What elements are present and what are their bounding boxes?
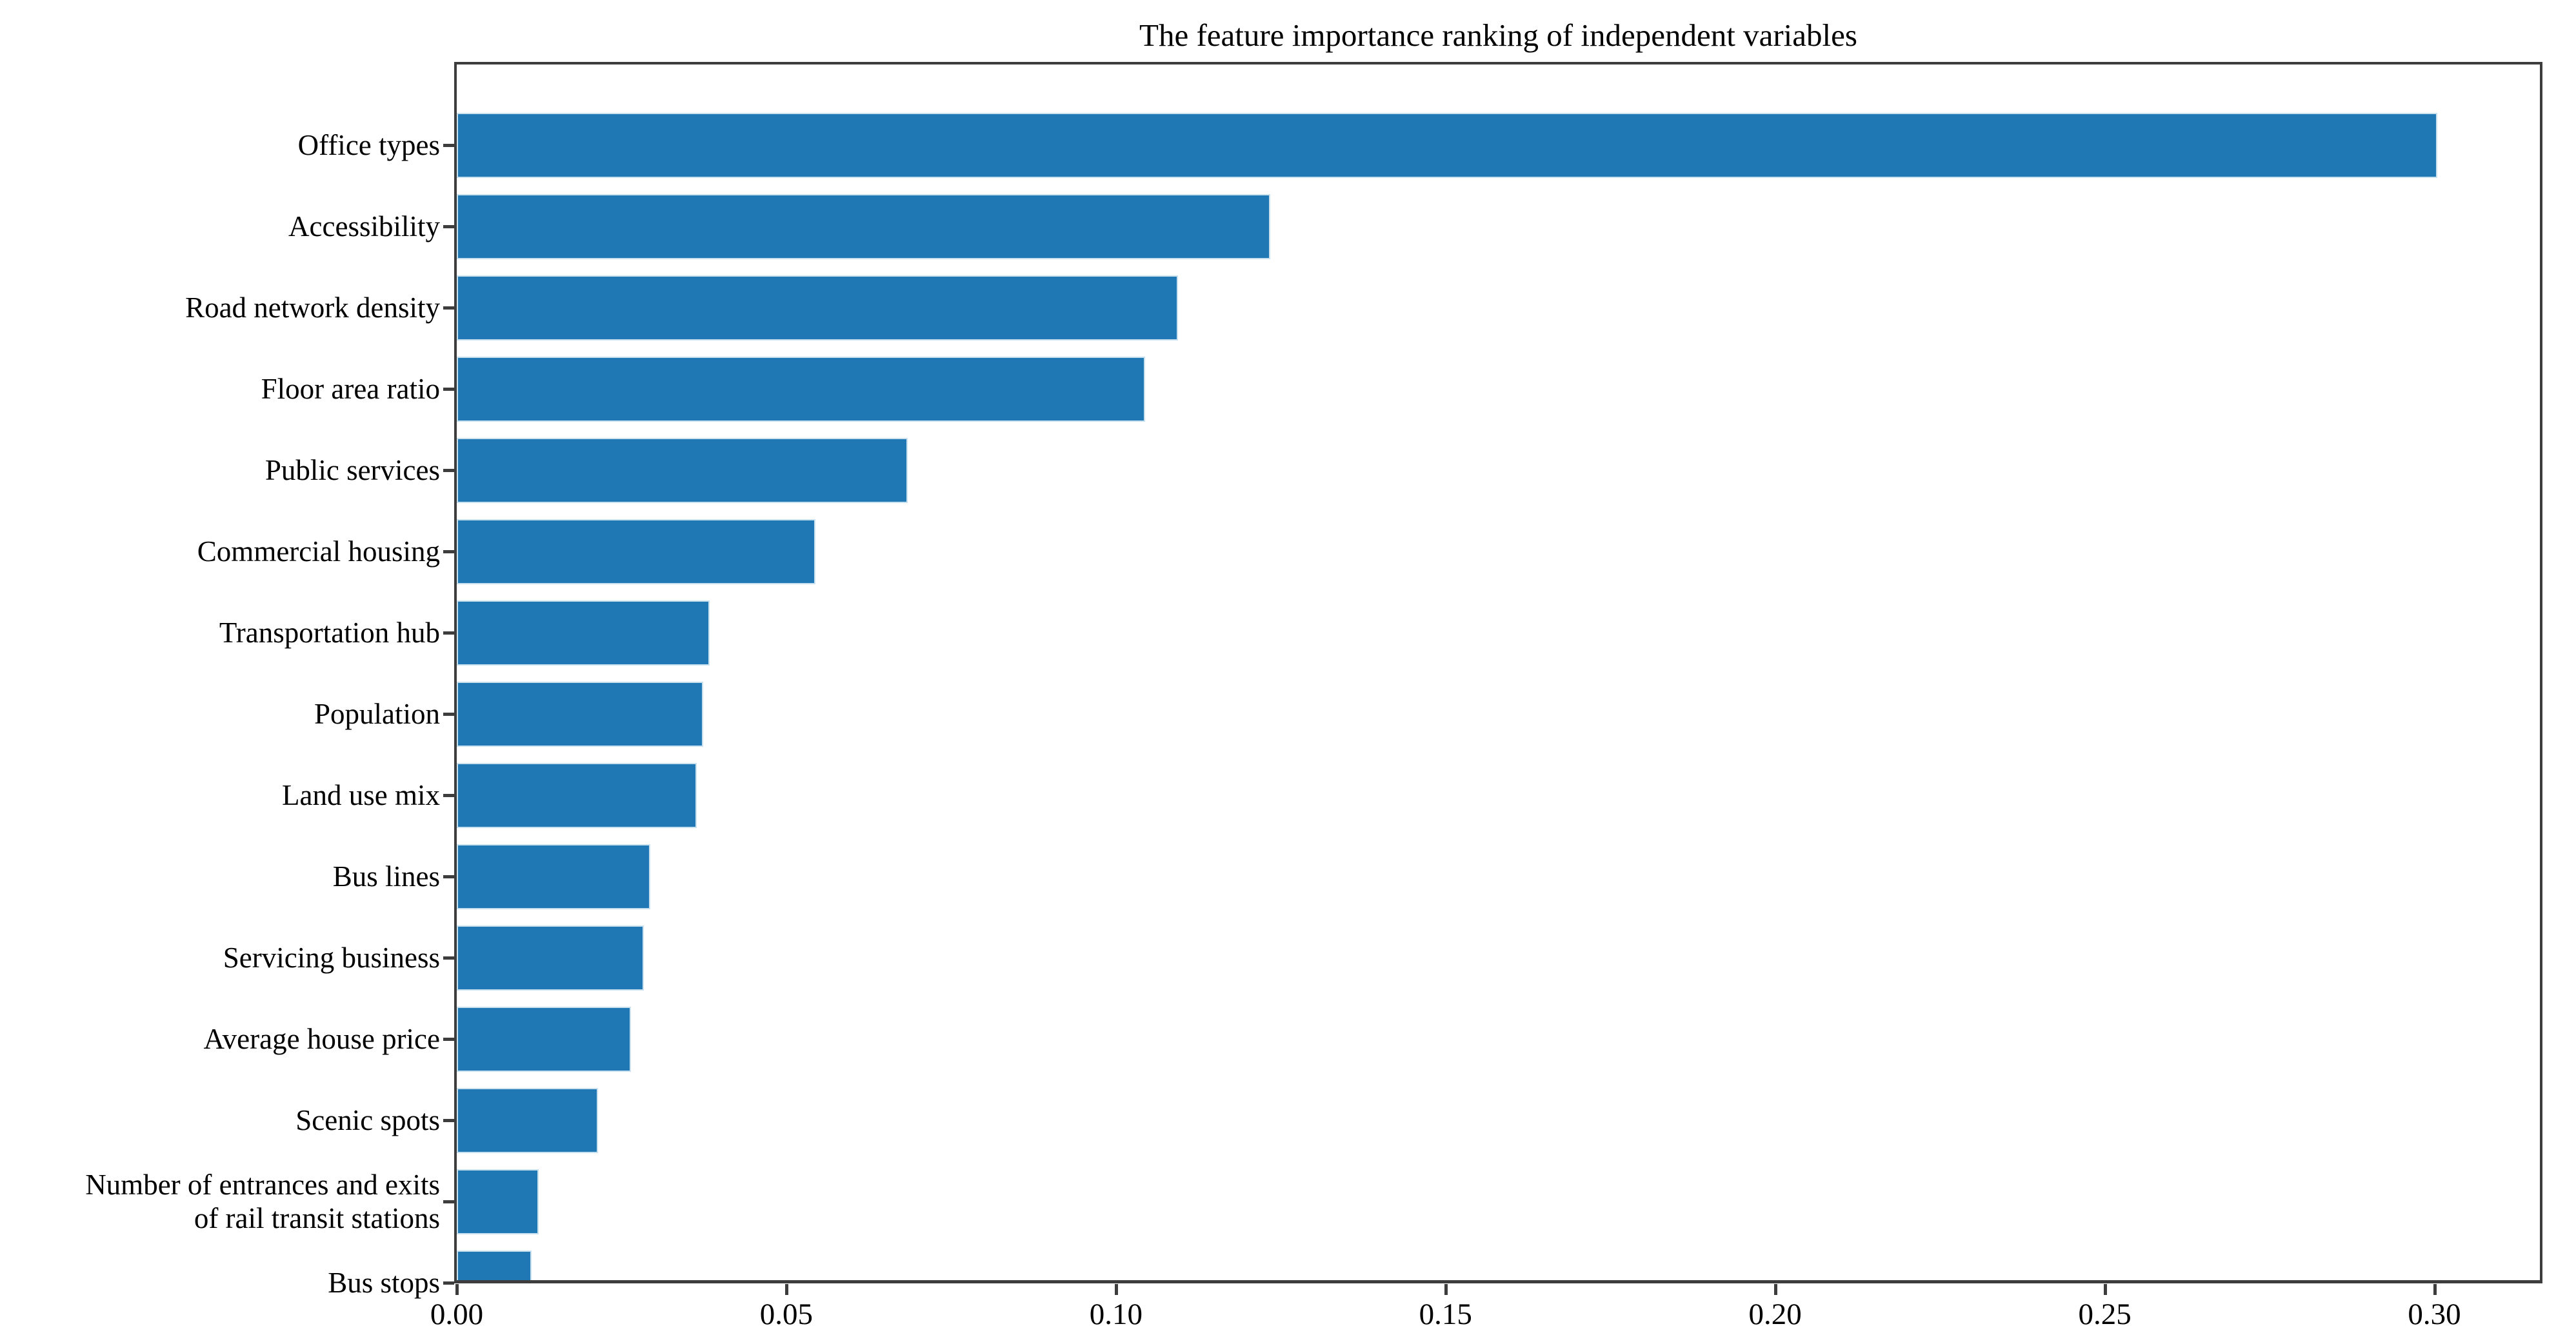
- y-tick-label-number-of-entrances-and-exits-of-rail-tr: Number of entrances and exits of rail tr…: [85, 1168, 440, 1234]
- x-tick-label-0.05: 0.05: [759, 1298, 814, 1331]
- y-tick-label-accessibility: Accessibility: [288, 210, 440, 242]
- chart-title: The feature importance ranking of indepe…: [1139, 17, 1857, 53]
- y-tick-label-office-types: Office types: [297, 128, 440, 161]
- bar-floor-area-ratio: [458, 357, 1144, 420]
- x-tick-mark-0.10: [1114, 1284, 1118, 1295]
- y-tick-label-bus-lines: Bus lines: [332, 860, 440, 893]
- y-tick-label-average-house-price: Average house price: [203, 1022, 440, 1055]
- x-tick-mark-0.00: [455, 1284, 459, 1295]
- y-tick-mark-public-services: [443, 469, 454, 472]
- y-tick-mark-accessibility: [443, 225, 454, 228]
- y-tick-label-servicing-business: Servicing business: [223, 941, 440, 974]
- x-tick-mark-0.15: [1444, 1284, 1448, 1295]
- bar-servicing-business: [458, 926, 643, 989]
- bar-land-use-mix: [458, 764, 695, 827]
- bar-commercial-housing: [458, 520, 814, 583]
- y-tick-mark-road-network-density: [443, 306, 454, 310]
- y-tick-label-transportation-hub: Transportation hub: [219, 616, 440, 649]
- bar-bus-lines: [458, 845, 649, 908]
- bar-bus-stops: [458, 1251, 530, 1280]
- y-tick-label-commercial-housing: Commercial housing: [197, 535, 440, 568]
- x-tick-mark-0.05: [784, 1284, 788, 1295]
- y-tick-mark-servicing-business: [443, 956, 454, 960]
- y-tick-label-floor-area-ratio: Floor area ratio: [261, 372, 440, 405]
- y-tick-label-land-use-mix: Land use mix: [282, 778, 440, 811]
- plot-area: [454, 62, 2542, 1283]
- y-tick-mark-commercial-housing: [443, 550, 454, 553]
- bar-public-services: [458, 439, 906, 502]
- y-tick-mark-population: [443, 713, 454, 716]
- y-tick-mark-scenic-spots: [443, 1119, 454, 1122]
- bar-accessibility: [458, 195, 1269, 258]
- y-tick-label-scenic-spots: Scenic spots: [295, 1103, 440, 1136]
- y-tick-mark-floor-area-ratio: [443, 388, 454, 391]
- x-tick-mark-0.20: [1773, 1284, 1777, 1295]
- y-tick-mark-average-house-price: [443, 1038, 454, 1041]
- y-tick-mark-bus-stops: [443, 1281, 454, 1285]
- y-tick-label-public-services: Public services: [265, 453, 440, 486]
- y-tick-label-bus-stops: Bus stops: [328, 1266, 440, 1299]
- bar-scenic-spots: [458, 1089, 597, 1152]
- bar-average-house-price: [458, 1007, 630, 1071]
- bar-road-network-density: [458, 276, 1177, 339]
- y-tick-label-population: Population: [314, 697, 440, 730]
- y-tick-mark-bus-lines: [443, 875, 454, 878]
- bar-population: [458, 682, 702, 746]
- x-tick-label-0.10: 0.10: [1089, 1298, 1143, 1331]
- x-tick-mark-0.25: [2103, 1284, 2107, 1295]
- y-tick-mark-office-types: [443, 144, 454, 147]
- x-tick-mark-0.30: [2433, 1284, 2437, 1295]
- bar-office-types: [458, 114, 2436, 177]
- y-tick-mark-transportation-hub: [443, 631, 454, 635]
- x-tick-label-0.15: 0.15: [1419, 1298, 1472, 1331]
- x-tick-label-0.20: 0.20: [1748, 1298, 1802, 1331]
- y-tick-mark-land-use-mix: [443, 794, 454, 797]
- x-tick-label-0.25: 0.25: [2078, 1298, 2132, 1331]
- x-tick-label-0.30: 0.30: [2408, 1298, 2461, 1331]
- y-tick-label-road-network-density: Road network density: [185, 291, 440, 324]
- bar-number-of-entrances-and-exits-of-rail-tr: [458, 1170, 537, 1233]
- y-tick-mark-number-of-entrances-and-exits-of-rail-tr: [443, 1200, 454, 1203]
- x-tick-label-0.00: 0.00: [430, 1298, 484, 1331]
- bar-transportation-hub: [458, 601, 708, 664]
